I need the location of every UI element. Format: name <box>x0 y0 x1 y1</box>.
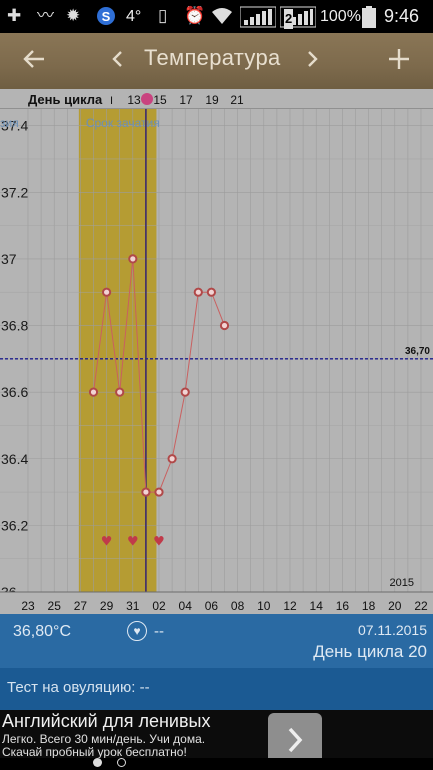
app-s-icon: S <box>96 6 116 31</box>
weather-sun-icon: ✹ <box>66 6 81 25</box>
day-date: 07.11.2015 <box>357 622 427 638</box>
heart-marker: ♥ <box>101 534 113 549</box>
temperature-point <box>193 287 203 297</box>
fertile-window <box>78 109 157 592</box>
year-label: 2015 <box>390 577 414 589</box>
temperature-chart[interactable]: 37.437.23736.836.636.436.23636,70зияСрок… <box>0 89 433 614</box>
coverline-label: 36,70 <box>405 346 430 357</box>
x-tick-label: 23 <box>21 599 35 613</box>
y-tick-label: 36.8 <box>1 318 28 334</box>
heart-marker: ♥ <box>127 534 139 549</box>
chart-header-strip <box>0 89 433 109</box>
cycle-day-tick: 13 <box>127 93 141 107</box>
chevron-right-icon <box>288 727 303 753</box>
temperature-point <box>154 487 164 497</box>
x-tick-label: 06 <box>205 599 219 613</box>
cycle-day-tick: 21 <box>230 93 244 107</box>
temperature-point <box>141 487 151 497</box>
battery-percent: 100% <box>320 8 361 25</box>
cycle-day-tick: 15 <box>153 93 167 107</box>
x-axis-band <box>0 592 433 614</box>
temperature-point <box>115 387 125 397</box>
current-day-dot <box>141 93 153 105</box>
clock: 9:46 <box>384 6 420 26</box>
x-tick-label: 27 <box>74 599 88 613</box>
battery-icon <box>362 6 376 33</box>
ad-title[interactable]: Английский для ленивых <box>2 711 211 731</box>
day-info-panel[interactable]: 36,80°C ♥ -- 07.11.2015 День цикла 20 <box>0 614 433 668</box>
next-button[interactable] <box>306 41 320 80</box>
temperature-point <box>167 454 177 464</box>
chart-svg[interactable]: 37.437.23736.836.636.436.23636,70зияСрок… <box>0 89 433 614</box>
cycle-day-tick: 17 <box>179 93 193 107</box>
y-tick-label: 36.2 <box>1 517 28 533</box>
cycle-day-tick: I <box>110 95 113 107</box>
y-tick-label: 37 <box>1 251 17 267</box>
ovulation-test-label: Тест на овуляцию: -- <box>7 679 150 696</box>
x-tick-label: 14 <box>310 599 324 613</box>
weather-temperature: 4° <box>126 8 142 25</box>
add-button[interactable] <box>388 41 410 79</box>
ovulation-test-row[interactable]: Тест на овуляцию: -- <box>0 668 433 710</box>
intercourse-value: -- <box>154 623 164 640</box>
ad-banner[interactable]: Английский для ленивых Легко. Всего 30 м… <box>0 710 433 767</box>
ad-pager <box>0 758 433 770</box>
signal-sim1-icon <box>239 6 277 33</box>
y-tick-label: 37.2 <box>1 184 28 200</box>
temperature-point <box>219 320 230 331</box>
plus-icon <box>389 49 409 69</box>
pager-dot[interactable] <box>117 758 126 767</box>
cycle-day: День цикла 20 <box>313 642 427 661</box>
cycle-day-header: День цикла <box>28 92 103 107</box>
x-tick-label: 25 <box>48 599 62 613</box>
x-tick-label: 31 <box>126 599 140 613</box>
status-bar: ✚ 〰 ✹ S 4° ▯ ⏰ 2 100% 9:46 <box>0 0 433 33</box>
temperature-point <box>180 387 190 397</box>
page-title: Температура <box>144 45 281 70</box>
prev-button[interactable] <box>110 41 124 80</box>
x-tick-label: 12 <box>283 599 297 613</box>
ad-line-2: Скачай пробный урок бесплатно! <box>2 745 187 759</box>
temperature-point <box>102 287 112 297</box>
svg-text:S: S <box>102 9 111 24</box>
ad-line-1: Легко. Всего 30 мин/день. Учи дома. <box>2 732 206 746</box>
x-tick-label: 04 <box>179 599 193 613</box>
x-tick-label: 16 <box>336 599 350 613</box>
heart-icon[interactable]: ♥ <box>127 621 147 641</box>
x-tick-label: 08 <box>231 599 245 613</box>
plot-background <box>0 109 433 592</box>
arrow-left-icon <box>23 50 44 68</box>
y-tick-label: 37.4 <box>1 118 28 134</box>
x-tick-label: 10 <box>257 599 271 613</box>
y-tick-label: 36.4 <box>1 451 28 467</box>
toolbar: Температура <box>0 33 433 89</box>
feather-icon: 〰 <box>37 6 54 25</box>
x-tick-label: 29 <box>100 599 114 613</box>
temperature-point <box>206 287 216 297</box>
wifi-icon <box>210 6 234 31</box>
x-tick-label: 02 <box>152 599 166 613</box>
clipped-label: зия <box>0 116 19 130</box>
x-tick-label: 22 <box>414 599 428 613</box>
x-tick-label: 20 <box>388 599 402 613</box>
x-tick-label: 18 <box>362 599 376 613</box>
vibrate-icon: ▯ <box>158 6 168 25</box>
heart-marker: ♥ <box>153 534 165 549</box>
back-button[interactable] <box>22 41 46 80</box>
temperature-point <box>88 387 99 397</box>
sim2-label: 2 <box>284 9 294 29</box>
fertile-label: Срок зачатия <box>86 116 160 130</box>
y-tick-label: 36.6 <box>1 384 28 400</box>
chevron-left-icon <box>112 51 122 67</box>
cycle-day-tick: 19 <box>205 93 219 107</box>
temperature-point <box>128 254 138 264</box>
pager-dot-active[interactable] <box>93 758 102 767</box>
add-notification-icon: ✚ <box>7 6 22 25</box>
chevron-right-icon <box>308 51 318 67</box>
day-temperature: 36,80°C <box>13 623 71 640</box>
alarm-icon: ⏰ <box>184 6 206 25</box>
